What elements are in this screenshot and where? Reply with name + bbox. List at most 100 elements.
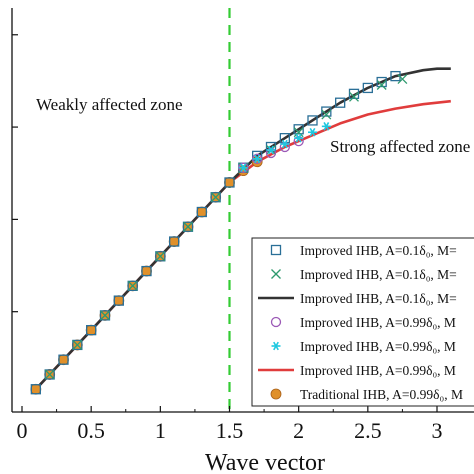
- data-point: [376, 76, 387, 88]
- marker-stroke: [72, 339, 83, 350]
- legend-swatch: [271, 341, 281, 351]
- x-axis-label: Wave vector: [205, 450, 325, 474]
- data-point: [141, 265, 152, 277]
- marker-stroke: [127, 280, 138, 291]
- data-point: [210, 192, 221, 203]
- marker-stroke: [397, 74, 408, 85]
- data-point: [238, 163, 248, 172]
- marker-stroke: [376, 80, 387, 90]
- data-point: [321, 109, 332, 120]
- marker-stroke: [183, 221, 193, 232]
- data-point: [196, 206, 207, 218]
- legend-entry: Traditional IHB, A=0.99δ₀, M: [300, 387, 463, 402]
- legend-swatch: [270, 388, 282, 400]
- data-point: [44, 369, 55, 380]
- data-point: [293, 127, 304, 138]
- data-point: [348, 88, 360, 99]
- series-markers: [238, 122, 331, 172]
- series-layer: [30, 67, 451, 395]
- marker-stroke: [309, 127, 316, 137]
- x-tick-label: 2: [293, 418, 304, 443]
- x-tick-label: 1: [155, 418, 166, 443]
- x-tick-label: 0.5: [77, 418, 105, 443]
- data-point: [266, 145, 276, 155]
- x-tick-label: 1.5: [216, 418, 244, 443]
- marker-stroke: [349, 91, 359, 102]
- data-point: [252, 154, 262, 164]
- data-point: [362, 82, 373, 94]
- legend-swatch: [270, 316, 282, 328]
- data-point: [72, 339, 83, 351]
- marker-stroke: [240, 163, 247, 172]
- data-point: [270, 388, 282, 400]
- data-point: [30, 383, 42, 395]
- marker-stroke: [210, 192, 221, 203]
- x-tick-label: 3: [432, 418, 443, 443]
- legend-entry: Improved IHB, A=0.1δ₀, M=: [300, 291, 457, 306]
- legend-box: [251, 237, 474, 407]
- data-point: [155, 251, 166, 262]
- x-tick-label: 0: [17, 418, 28, 443]
- marker-stroke: [321, 109, 332, 120]
- data-point: [271, 341, 281, 351]
- data-point: [168, 236, 180, 247]
- axes: 0 0.5 1 1.5 2 2.5 3: [11, 8, 474, 443]
- data-point: [294, 133, 304, 143]
- data-point: [321, 122, 331, 131]
- data-point: [99, 310, 111, 321]
- marker-stroke: [254, 154, 261, 164]
- data-point: [271, 269, 281, 279]
- data-point: [86, 325, 97, 336]
- data-point: [196, 206, 208, 218]
- marker-stroke: [44, 369, 55, 380]
- data-point: [155, 251, 166, 262]
- x-tick-label: 2.5: [354, 418, 382, 443]
- data-point: [44, 369, 55, 380]
- data-point: [308, 127, 317, 137]
- legend-entry: Improved IHB, A=0.99δ₀, M: [300, 339, 456, 354]
- data-point: [100, 310, 110, 321]
- data-point: [307, 115, 318, 126]
- legend-entry: Improved IHB, A=0.1δ₀, M=: [300, 267, 457, 282]
- data-point: [224, 177, 235, 188]
- data-point: [72, 339, 83, 350]
- annotation-label: Strong affected zone: [330, 137, 470, 156]
- marker-stroke: [268, 145, 274, 155]
- data-point: [335, 97, 346, 108]
- data-point: [224, 177, 235, 188]
- marker-stroke: [293, 127, 304, 138]
- marker-stroke: [155, 251, 166, 262]
- data-point: [397, 74, 408, 85]
- data-point: [182, 221, 194, 232]
- data-point: [210, 192, 221, 203]
- data-point: [127, 280, 138, 291]
- legend-swatch: [271, 269, 281, 279]
- data-point: [141, 265, 152, 277]
- data-point: [293, 124, 304, 135]
- data-point: [113, 295, 124, 306]
- data-point: [58, 354, 69, 366]
- data-point: [183, 221, 193, 232]
- data-point: [349, 91, 359, 102]
- data-point: [321, 106, 332, 117]
- data-point: [113, 295, 125, 307]
- legend-swatch: [270, 244, 282, 256]
- legend: Improved IHB, A=0.1δ₀, M= Improved IHB, A…: [251, 237, 474, 407]
- legend-entry: Improved IHB, A=0.99δ₀, M: [300, 363, 456, 378]
- annotation-label: Weakly affected zone: [36, 95, 183, 114]
- marker-stroke: [271, 269, 281, 279]
- data-point: [85, 324, 97, 336]
- legend-entry: Improved IHB, A=0.99δ₀, M: [300, 315, 456, 330]
- data-point: [376, 80, 387, 90]
- marker-stroke: [100, 310, 110, 321]
- annotations: Weakly affected zone Strong affected zone: [36, 95, 470, 156]
- data-point: [30, 384, 41, 395]
- data-point: [169, 236, 180, 247]
- data-point: [270, 244, 282, 256]
- legend-entry: Improved IHB, A=0.1δ₀, M=: [300, 243, 457, 258]
- data-point: [127, 280, 138, 291]
- data-point: [280, 139, 290, 149]
- marker-stroke: [273, 341, 279, 351]
- data-point: [58, 354, 69, 365]
